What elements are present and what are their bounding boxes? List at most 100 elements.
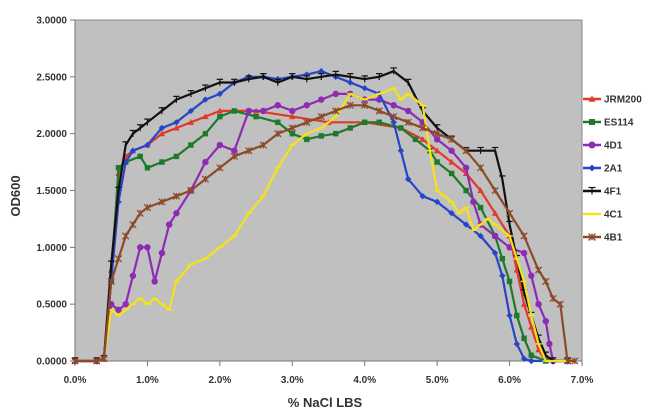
- data-point: [173, 95, 180, 103]
- data-point: [499, 272, 506, 279]
- data-point: [115, 165, 122, 171]
- data-point: [514, 312, 520, 319]
- data-point: [528, 352, 535, 359]
- data-point: [588, 164, 596, 172]
- data-point: [187, 90, 195, 98]
- data-point: [129, 147, 137, 154]
- data-point: [535, 346, 542, 353]
- data-point: [477, 204, 484, 211]
- data-point: [513, 340, 521, 348]
- data-point: [318, 67, 325, 75]
- data-point: [361, 119, 368, 126]
- data-point: [187, 186, 195, 195]
- data-point: [122, 141, 129, 149]
- legend-label: 4B1: [604, 233, 623, 244]
- data-point: [289, 130, 296, 137]
- x-tick-label: 6.0%: [498, 375, 521, 386]
- legend: JRM200 ES114 4D1 2A1 4F1 4C1 4B1: [583, 95, 642, 244]
- x-axis-title: % NaCl LBS: [288, 395, 363, 410]
- data-point: [398, 125, 404, 131]
- data-point: [115, 306, 122, 314]
- data-point: [477, 232, 484, 240]
- data-point: [136, 244, 144, 251]
- data-point: [361, 85, 368, 92]
- data-point: [260, 107, 267, 115]
- data-point: [448, 158, 455, 165]
- legend-item: 4D1: [583, 141, 623, 152]
- x-tick-label: 5.0%: [426, 375, 449, 386]
- data-point: [137, 153, 143, 160]
- x-tick-label: 7.0%: [571, 375, 594, 386]
- data-point: [477, 146, 484, 154]
- data-point: [499, 175, 506, 183]
- data-point: [346, 101, 354, 109]
- data-point: [520, 300, 528, 307]
- data-point: [390, 67, 397, 75]
- data-point: [347, 125, 353, 131]
- x-tick-label: 0.0%: [64, 375, 87, 386]
- data-point: [71, 357, 79, 365]
- data-point: [588, 141, 596, 149]
- series-line: [75, 87, 568, 363]
- series-line: [75, 70, 568, 363]
- data-point: [491, 146, 499, 154]
- data-point: [376, 73, 383, 81]
- data-point: [332, 90, 339, 98]
- data-point: [447, 135, 456, 144]
- data-point: [404, 78, 412, 86]
- data-point: [115, 186, 122, 194]
- data-point: [245, 107, 253, 115]
- data-point: [520, 232, 528, 240]
- data-point: [216, 107, 224, 114]
- data-point: [129, 129, 137, 137]
- data-point: [129, 220, 137, 229]
- data-point: [230, 152, 239, 161]
- data-point: [217, 113, 223, 120]
- data-point: [528, 323, 535, 330]
- x-tick-label: 2.0%: [208, 375, 231, 386]
- legend-item: JRM200: [583, 95, 642, 106]
- legend-item: ES114: [583, 118, 634, 129]
- data-point: [433, 147, 441, 154]
- data-point: [100, 355, 108, 363]
- data-point: [397, 147, 405, 154]
- data-point: [144, 244, 151, 251]
- data-point: [528, 272, 535, 279]
- data-point: [289, 73, 296, 81]
- data-point: [347, 79, 354, 86]
- y-tick-label: 2.5000: [36, 72, 67, 83]
- data-point: [404, 118, 412, 126]
- data-point: [274, 102, 281, 109]
- data-point: [347, 73, 354, 81]
- data-point: [143, 203, 152, 212]
- data-point: [136, 124, 144, 132]
- data-point: [303, 75, 310, 83]
- y-tick-label: 3.0000: [36, 16, 67, 27]
- x-tick-label: 4.0%: [353, 375, 376, 386]
- data-point: [231, 147, 238, 154]
- data-point: [361, 75, 368, 83]
- y-tick-label: 1.5000: [36, 186, 67, 197]
- data-point: [216, 141, 224, 149]
- data-point: [588, 95, 596, 102]
- data-point: [534, 266, 543, 274]
- data-point: [158, 107, 166, 115]
- data-point: [144, 118, 151, 126]
- data-point: [202, 96, 209, 103]
- data-point: [563, 357, 572, 365]
- data-point: [404, 107, 412, 115]
- data-point: [201, 175, 210, 183]
- data-point: [376, 119, 382, 126]
- data-point: [158, 124, 166, 132]
- x-axis: 0.0% 1.0% 2.0% 3.0% 4.0% 5.0% 6.0% 7.0%: [64, 360, 594, 386]
- legend-label: 4F1: [604, 187, 622, 198]
- data-point: [520, 249, 528, 257]
- data-point: [288, 124, 296, 132]
- data-point: [491, 249, 499, 257]
- y-tick-label: 2.0000: [36, 129, 67, 140]
- data-point: [303, 118, 311, 126]
- data-point: [332, 70, 339, 78]
- data-point: [549, 294, 557, 303]
- data-point: [317, 112, 325, 121]
